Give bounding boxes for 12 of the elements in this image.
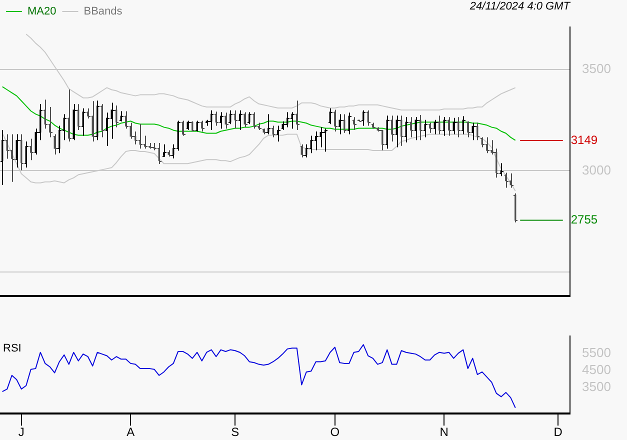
- x-tick-label: N: [440, 425, 448, 440]
- x-tick-label: J: [18, 425, 24, 440]
- legend-label: BBands: [84, 6, 123, 18]
- data-label: 3149: [570, 132, 598, 147]
- x-tick-label: S: [231, 425, 240, 440]
- legend-label: MA20: [28, 6, 56, 18]
- x-tick-label: A: [126, 425, 135, 440]
- data-label: 2755: [570, 212, 598, 227]
- text: RSI: [3, 342, 22, 354]
- text: 24/11/2024 4:0 GMT: [468, 0, 572, 13]
- x-tick-label: D: [554, 425, 563, 440]
- x-tick-label: O: [330, 425, 340, 440]
